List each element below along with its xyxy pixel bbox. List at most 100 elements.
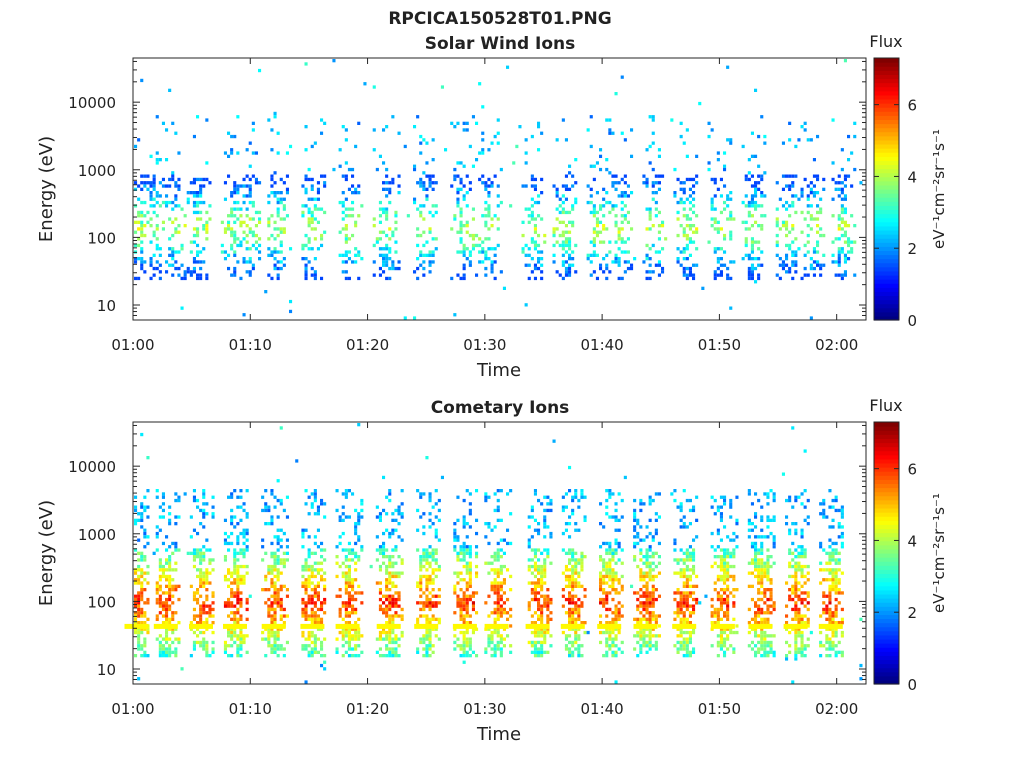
heatmap-cell	[192, 210, 196, 215]
heatmap-cell	[719, 495, 723, 499]
heatmap-cell	[202, 581, 206, 585]
heatmap-cell	[617, 181, 621, 185]
heatmap-cell	[158, 604, 162, 608]
heatmap-cell	[530, 588, 534, 592]
heatmap-cell	[530, 515, 534, 519]
heatmap-cell	[422, 138, 426, 142]
heatmap-cell	[602, 240, 606, 244]
heatmap-cell	[242, 531, 246, 536]
heatmap-cell	[502, 601, 506, 605]
heatmap-cell	[347, 581, 351, 585]
heatmap-cell	[205, 177, 209, 182]
heatmap-cell	[785, 581, 789, 585]
heatmap-cell	[599, 502, 603, 506]
heatmap-cell	[310, 640, 314, 645]
heatmap-cell	[338, 518, 342, 522]
heatmap-cell	[202, 177, 206, 182]
heatmap-cell	[165, 270, 169, 274]
heatmap-cell	[428, 564, 432, 569]
heatmap-cell	[189, 551, 193, 555]
heatmap-cell	[605, 564, 609, 569]
heatmap-cell	[626, 237, 630, 241]
heatmap-cell	[822, 263, 826, 267]
heatmap-cell	[617, 591, 621, 595]
colorbar-swatch	[874, 180, 899, 186]
heatmap-cell	[487, 194, 491, 198]
heatmap-cell	[341, 548, 345, 552]
heatmap-cell	[279, 260, 283, 264]
heatmap-cell	[633, 535, 637, 539]
heatmap-cell	[323, 230, 327, 234]
heatmap-cell	[199, 630, 203, 635]
heatmap-cell	[205, 578, 209, 582]
heatmap-cell	[766, 555, 770, 559]
heatmap-cell	[416, 181, 420, 185]
heatmap-cell	[608, 571, 612, 575]
heatmap-cell	[617, 541, 621, 546]
heatmap-cell	[391, 555, 395, 559]
heatmap-cell	[453, 528, 457, 532]
heatmap-cell	[561, 210, 565, 215]
heatmap-cell	[304, 588, 308, 592]
heatmap-cell	[267, 194, 271, 198]
heatmap-cell	[695, 495, 699, 499]
heatmap-cell	[847, 158, 851, 162]
heatmap-cell	[685, 276, 689, 281]
heatmap-cell	[760, 558, 764, 562]
heatmap-cell	[719, 568, 723, 572]
heatmap-cell	[645, 177, 649, 182]
heatmap-cell	[682, 257, 686, 261]
colorbar-swatch	[874, 234, 899, 239]
heatmap-cell	[273, 601, 277, 605]
heatmap-cell	[205, 161, 209, 165]
heatmap-cell	[394, 227, 398, 231]
heatmap-cell	[754, 240, 758, 244]
heatmap-cell	[673, 617, 677, 621]
heatmap-cell	[242, 578, 246, 582]
heatmap-cell	[719, 564, 723, 569]
heatmap-cell	[267, 200, 271, 205]
heatmap-cell	[267, 571, 271, 575]
heatmap-cell	[239, 184, 243, 188]
heatmap-cell	[316, 207, 320, 211]
heatmap-cell	[230, 492, 234, 496]
heatmap-cell	[419, 233, 423, 238]
heatmap-cell	[754, 634, 758, 638]
heatmap-cell	[378, 604, 382, 608]
heatmap-cell	[223, 531, 227, 536]
heatmap-cell	[577, 647, 581, 651]
heatmap-cell	[307, 581, 311, 585]
heatmap-cell	[840, 191, 844, 195]
heatmap-cell	[757, 588, 761, 592]
heatmap-cell	[307, 551, 311, 555]
heatmap-cell	[242, 555, 246, 559]
heatmap-cell	[388, 227, 392, 231]
colorbar-swatch	[874, 274, 899, 280]
heatmap-cell	[351, 214, 355, 218]
heatmap-cell	[341, 654, 345, 658]
heatmap-cell	[323, 515, 327, 519]
heatmap-cell	[763, 637, 767, 641]
heatmap-cell	[171, 257, 175, 261]
heatmap-cell	[347, 578, 351, 582]
heatmap-cell	[648, 161, 652, 165]
heatmap-cell	[775, 243, 779, 248]
heatmap-cell	[301, 611, 305, 615]
heatmap-cell	[183, 492, 187, 496]
heatmap-cell	[710, 644, 714, 648]
heatmap-cell	[757, 634, 761, 638]
heatmap-cell	[223, 601, 227, 605]
heatmap-cell	[502, 607, 506, 612]
heatmap-cell	[385, 555, 389, 559]
heatmap-cell	[623, 191, 627, 195]
heatmap-cell	[192, 644, 196, 648]
heatmap-cell	[152, 210, 156, 215]
heatmap-cell	[537, 614, 541, 618]
heatmap-cell	[158, 634, 162, 638]
heatmap-cell	[273, 630, 277, 635]
heatmap-cell	[258, 243, 262, 248]
heatmap-cell	[645, 148, 649, 152]
heatmap-cell	[388, 571, 392, 575]
heatmap-cell	[270, 607, 274, 612]
heatmap-cell	[676, 634, 680, 638]
